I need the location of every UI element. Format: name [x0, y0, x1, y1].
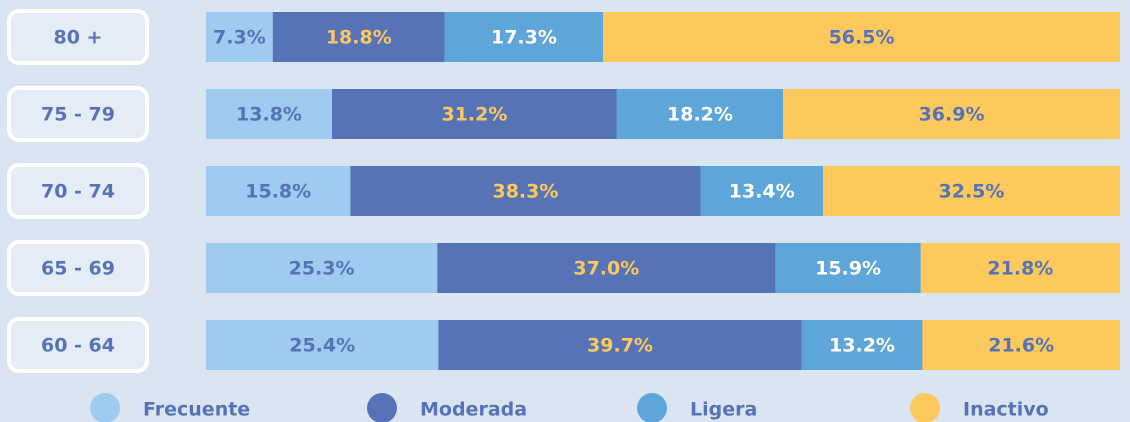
legend-swatch [367, 393, 397, 422]
bar-segment [206, 12, 273, 62]
bar-segment [603, 12, 1120, 62]
bar-segment [444, 12, 604, 62]
legend-swatch [90, 393, 120, 422]
value-label: 15.9% [815, 258, 881, 280]
value-label: 15.8% [245, 181, 311, 203]
legend-swatch [637, 393, 667, 422]
bar-segment [206, 320, 439, 370]
category-label: 60 - 64 [41, 335, 115, 357]
bar-segment [206, 243, 438, 293]
value-label: 13.4% [729, 181, 795, 203]
category-box [7, 9, 149, 65]
legend-label: Frecuente [143, 399, 250, 421]
value-label: 18.8% [326, 27, 392, 49]
category-label: 65 - 69 [41, 258, 115, 280]
value-label: 56.5% [829, 27, 895, 49]
value-label: 21.6% [988, 335, 1054, 357]
value-label: 36.9% [919, 104, 985, 126]
category-box [7, 86, 149, 142]
bar-segment [350, 166, 701, 216]
bar-segment [438, 320, 802, 370]
value-label: 31.2% [441, 104, 507, 126]
value-label: 39.7% [587, 335, 653, 357]
value-label: 13.8% [236, 104, 302, 126]
value-label: 32.5% [939, 181, 1005, 203]
value-label: 18.2% [667, 104, 733, 126]
bar-segment [206, 89, 333, 139]
value-label: 37.0% [573, 258, 639, 280]
bar-segment [616, 89, 784, 139]
bar-segment [332, 89, 617, 139]
category-label: 80 + [54, 27, 103, 49]
bar-segment [920, 243, 1120, 293]
category-box [7, 317, 149, 373]
category-label: 75 - 79 [41, 104, 115, 126]
category-box [7, 240, 149, 296]
bar-segment [272, 12, 445, 62]
bar-segment [700, 166, 823, 216]
bar-segment [437, 243, 776, 293]
value-label: 13.2% [829, 335, 895, 357]
value-label: 25.3% [289, 258, 355, 280]
value-label: 21.8% [987, 258, 1053, 280]
value-label: 7.3% [213, 27, 266, 49]
bar-segment [822, 166, 1120, 216]
value-label: 38.3% [492, 181, 558, 203]
legend-label: Inactivo [963, 399, 1049, 421]
bar-segment [922, 320, 1120, 370]
value-label: 17.3% [491, 27, 557, 49]
legend-label: Moderada [420, 399, 527, 421]
bar-segment [775, 243, 921, 293]
bar-segment [783, 89, 1120, 139]
category-box [7, 163, 149, 219]
legend-label: Ligera [690, 399, 757, 421]
category-label: 70 - 74 [41, 181, 115, 203]
value-label: 25.4% [289, 335, 355, 357]
legend-swatch [910, 393, 940, 422]
bar-segment [801, 320, 923, 370]
bar-segment [206, 166, 351, 216]
